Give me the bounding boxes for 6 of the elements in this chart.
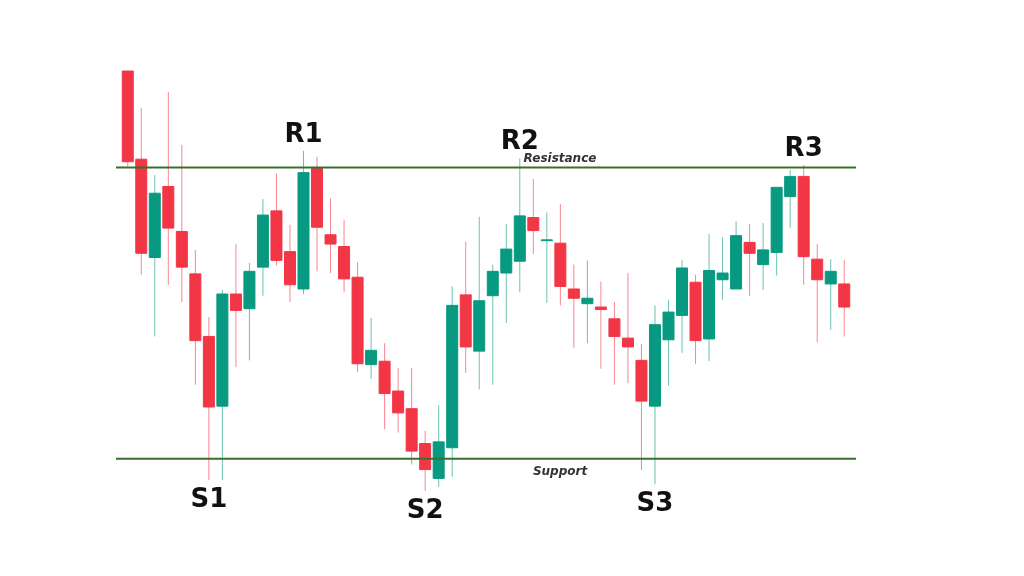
annotation: R3: [784, 132, 823, 163]
annotation: R1: [284, 117, 323, 148]
annotation: S2: [406, 494, 444, 524]
annotation: S3: [636, 487, 674, 518]
ref-line-label: Support: [532, 463, 589, 478]
annotation: S1: [190, 483, 228, 514]
